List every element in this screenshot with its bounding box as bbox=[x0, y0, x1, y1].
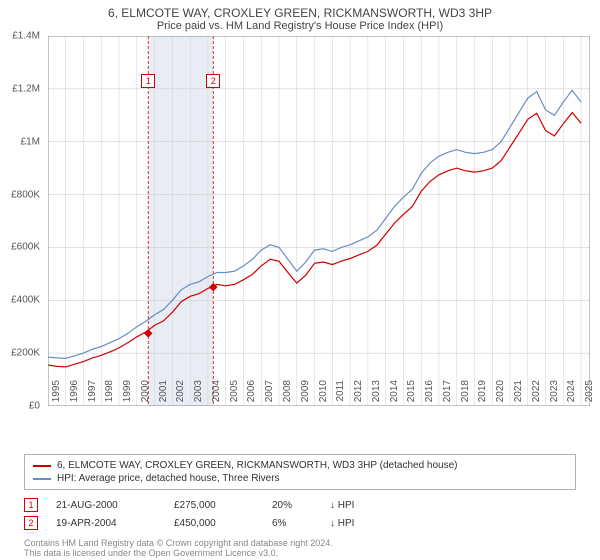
transaction-table: 1 21-AUG-2000 £275,000 20% ↓ HPI 2 19-APR-2004… bbox=[24, 496, 576, 532]
legend-item: 6, ELMCOTE WAY, CROXLEY GREEN, RICKMANSW… bbox=[33, 459, 567, 472]
x-tick-label: 2022 bbox=[531, 380, 542, 402]
legend-item: HPI: Average price, detached house, Thre… bbox=[33, 472, 567, 485]
transaction-row: 2 19-APR-2004 £450,000 6% ↓ HPI bbox=[24, 514, 576, 532]
transaction-direction: ↓ HPI bbox=[330, 500, 354, 511]
y-tick-label: £800K bbox=[11, 189, 40, 200]
transaction-pct: 20% bbox=[272, 500, 312, 511]
x-tick-label: 2007 bbox=[264, 380, 275, 402]
y-tick-label: £200K bbox=[11, 348, 40, 359]
x-tick-label: 2012 bbox=[353, 380, 364, 402]
x-tick-label: 1995 bbox=[51, 380, 62, 402]
y-tick-label: £1M bbox=[21, 136, 40, 147]
transaction-price: £275,000 bbox=[174, 500, 254, 511]
transaction-marker-2: 2 bbox=[206, 74, 220, 88]
x-tick-label: 2015 bbox=[406, 380, 417, 402]
y-tick-label: £600K bbox=[11, 242, 40, 253]
transaction-date: 19-APR-2004 bbox=[56, 518, 156, 529]
transaction-marker-icon: 2 bbox=[24, 516, 38, 530]
copyright-caption: Contains HM Land Registry data © Crown c… bbox=[24, 538, 576, 558]
x-tick-label: 2011 bbox=[335, 380, 346, 402]
transaction-pct: 6% bbox=[272, 518, 312, 529]
x-tick-label: 2003 bbox=[193, 380, 204, 402]
x-tick-label: 2000 bbox=[140, 380, 151, 402]
x-tick-label: 2006 bbox=[246, 380, 257, 402]
y-tick-label: £1.2M bbox=[12, 83, 40, 94]
transaction-row: 1 21-AUG-2000 £275,000 20% ↓ HPI bbox=[24, 496, 576, 514]
x-tick-label: 2001 bbox=[158, 380, 169, 402]
caption-line-2: This data is licensed under the Open Gov… bbox=[24, 548, 576, 558]
transaction-marker-1: 1 bbox=[141, 74, 155, 88]
y-axis-labels: £0£200K£400K£600K£800K£1M£1.2M£1.4M bbox=[0, 36, 44, 406]
x-tick-label: 2023 bbox=[549, 380, 560, 402]
legend-label: 6, ELMCOTE WAY, CROXLEY GREEN, RICKMANSW… bbox=[57, 460, 458, 471]
x-axis-labels: 1995 1996 1997 1998 1999 2000 2001 2002 2003 2004… bbox=[48, 378, 590, 418]
x-tick-label: 2013 bbox=[371, 380, 382, 402]
x-tick-label: 1998 bbox=[104, 380, 115, 402]
caption-line-1: Contains HM Land Registry data © Crown c… bbox=[24, 538, 576, 548]
x-tick-label: 2005 bbox=[229, 380, 240, 402]
y-tick-label: £400K bbox=[11, 295, 40, 306]
x-tick-label: 2010 bbox=[318, 380, 329, 402]
x-tick-label: 2024 bbox=[566, 380, 577, 402]
x-tick-label: 2017 bbox=[442, 380, 453, 402]
x-tick-label: 2014 bbox=[389, 380, 400, 402]
chart-title: 6, ELMCOTE WAY, CROXLEY GREEN, RICKMANSW… bbox=[0, 0, 600, 20]
transaction-direction: ↓ HPI bbox=[330, 518, 354, 529]
transaction-price: £450,000 bbox=[174, 518, 254, 529]
x-tick-label: 1996 bbox=[69, 380, 80, 402]
x-tick-label: 2004 bbox=[211, 380, 222, 402]
x-tick-label: 2021 bbox=[513, 380, 524, 402]
x-tick-label: 1997 bbox=[87, 380, 98, 402]
y-tick-label: £1.4M bbox=[12, 31, 40, 42]
y-tick-label: £0 bbox=[29, 401, 40, 412]
x-tick-label: 2018 bbox=[460, 380, 471, 402]
x-tick-label: 2002 bbox=[175, 380, 186, 402]
chart-area: £0£200K£400K£600K£800K£1M£1.2M£1.4M 12 bbox=[48, 36, 590, 406]
x-tick-label: 2019 bbox=[477, 380, 488, 402]
x-tick-label: 2009 bbox=[300, 380, 311, 402]
x-tick-label: 2020 bbox=[495, 380, 506, 402]
legend-label: HPI: Average price, detached house, Thre… bbox=[57, 473, 280, 484]
chart-subtitle: Price paid vs. HM Land Registry's House … bbox=[0, 20, 600, 36]
x-tick-label: 2025 bbox=[584, 380, 595, 402]
transaction-date: 21-AUG-2000 bbox=[56, 500, 156, 511]
legend: 6, ELMCOTE WAY, CROXLEY GREEN, RICKMANSW… bbox=[24, 454, 576, 490]
chart-svg bbox=[48, 36, 590, 406]
x-tick-label: 1999 bbox=[122, 380, 133, 402]
x-tick-label: 2016 bbox=[424, 380, 435, 402]
transaction-marker-icon: 1 bbox=[24, 498, 38, 512]
legend-swatch bbox=[33, 478, 51, 480]
x-tick-label: 2008 bbox=[282, 380, 293, 402]
legend-swatch bbox=[33, 465, 51, 467]
